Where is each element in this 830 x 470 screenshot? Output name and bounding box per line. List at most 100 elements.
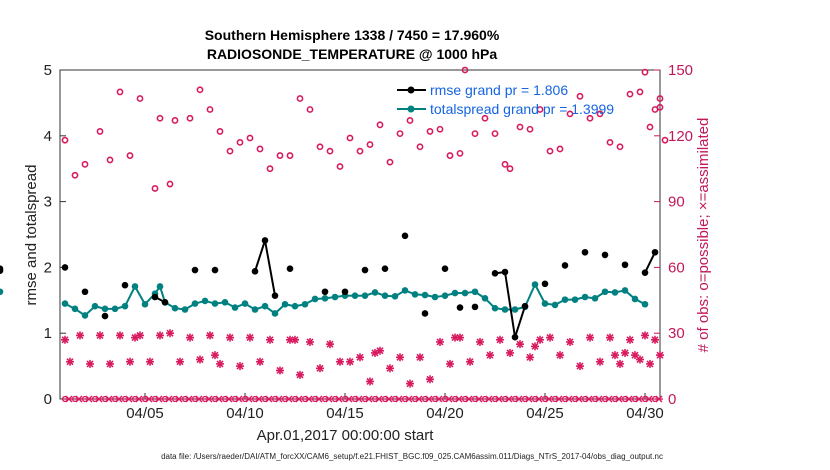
- obs-possible-point: [226, 147, 234, 155]
- obs-zero-point: [601, 395, 613, 403]
- obs-zero-point: [551, 395, 563, 403]
- obs-zero-point: [221, 395, 233, 403]
- spread-point: [501, 306, 509, 313]
- obs-zero-point: [171, 395, 183, 403]
- obs-zero-point: [261, 395, 273, 403]
- obs-zero-point: [271, 395, 283, 403]
- rmse-point: [381, 265, 389, 273]
- obs-zero-point: [651, 395, 663, 403]
- obs-possible-point: [356, 147, 364, 155]
- obs-possible-point: [491, 130, 499, 138]
- obs-possible-point: [306, 106, 314, 113]
- rmse-point: [101, 312, 109, 320]
- obs-zero-point: [311, 395, 323, 403]
- obs-assimilated-point: [146, 357, 154, 366]
- obs-assimilated-point: [606, 333, 614, 342]
- obs-zero-point: [71, 395, 83, 403]
- x-tick-label: 04/20: [426, 405, 464, 422]
- obs-assimilated-point: [306, 337, 314, 346]
- obs-assimilated-point: [371, 348, 379, 357]
- y2-tick-label: 150: [668, 62, 693, 79]
- obs-zero-point: [351, 395, 363, 403]
- y2-axis-label: # of obs: o=possible; ×=assimilated: [695, 118, 712, 353]
- obs-assimilated-point: [366, 377, 374, 386]
- rmse-point: [286, 265, 294, 273]
- obs-zero-point: [281, 395, 293, 403]
- x-axis-label: Apr.01,2017 00:00:00 start: [257, 427, 435, 444]
- chart-title-line1: Southern Hemisphere 1338 / 7450 = 17.960…: [205, 27, 500, 43]
- obs-zero-point: [341, 395, 353, 403]
- obs-zero-point: [251, 395, 263, 403]
- obs-possible-point: [426, 128, 434, 135]
- obs-possible-point: [71, 171, 79, 179]
- spread-point: [361, 292, 369, 299]
- obs-assimilated-point: [531, 342, 539, 351]
- y-tick-label: 0: [44, 391, 52, 408]
- spread-point: [121, 302, 129, 310]
- obs-possible-point: [156, 114, 164, 122]
- rmse-point: [211, 266, 219, 274]
- rmse-point: [0, 265, 4, 273]
- spread-point: [621, 287, 629, 294]
- obs-zero-point: [451, 395, 463, 403]
- spread-point: [391, 293, 399, 300]
- obs-assimilated-point: [641, 331, 649, 340]
- spread-point: [191, 300, 199, 307]
- obs-possible-point: [506, 165, 514, 173]
- spread-point: [251, 306, 259, 313]
- obs-assimilated-point: [451, 333, 459, 342]
- legend-rmse-label: rmse grand pr = 1.806: [430, 82, 568, 98]
- spread-point: [201, 297, 209, 305]
- spread-point: [101, 305, 109, 313]
- obs-zero-point: [191, 395, 203, 403]
- obs-zero-point: [521, 395, 533, 403]
- obs-assimilated-point: [156, 331, 164, 340]
- obs-assimilated-point: [426, 375, 434, 384]
- obs-zero-point: [61, 395, 73, 403]
- obs-possible-point: [171, 117, 179, 124]
- x-tick-label: 04/30: [626, 405, 664, 422]
- obs-assimilated-point: [631, 351, 639, 360]
- rmse-point: [121, 281, 129, 289]
- spread-point: [281, 300, 289, 308]
- obs-possible-point: [206, 106, 214, 113]
- obs-possible-point: [646, 123, 654, 131]
- obs-zero-point: [431, 395, 443, 403]
- rmse-point: [261, 237, 269, 244]
- y-tick-label: 1: [44, 325, 52, 342]
- obs-assimilated-point: [611, 351, 619, 360]
- obs-assimilated-point: [596, 357, 604, 366]
- spread-point: [331, 293, 339, 301]
- rmse-point: [471, 303, 479, 311]
- obs-zero-point: [161, 395, 173, 403]
- obs-possible-point: [416, 143, 424, 151]
- chart-title-line2: RADIOSONDE_TEMPERATURE @ 1000 hPa: [207, 46, 498, 62]
- obs-zero-point: [181, 395, 193, 403]
- obs-assimilated-point: [316, 364, 324, 373]
- obs-possible-point: [656, 103, 664, 111]
- obs-assimilated-point: [476, 337, 484, 346]
- obs-zero-point: [151, 395, 163, 403]
- rmse-point: [501, 268, 509, 276]
- obs-assimilated-point: [656, 351, 664, 360]
- obs-zero-point: [241, 395, 253, 403]
- spread-segment: [524, 284, 536, 308]
- obs-assimilated-point: [616, 359, 624, 368]
- obs-assimilated-point: [506, 348, 514, 357]
- obs-assimilated-point: [406, 379, 414, 388]
- obs-zero-point: [91, 395, 103, 403]
- obs-zero-point: [371, 395, 383, 403]
- obs-possible-point: [96, 128, 104, 135]
- rmse-point: [321, 288, 329, 296]
- rmse-point: [601, 251, 609, 259]
- obs-zero-point: [641, 395, 653, 403]
- obs-zero-point: [591, 395, 603, 403]
- obs-possible-point: [526, 125, 534, 133]
- spread-point: [311, 295, 319, 303]
- y-axis-label: rmse and totalspread: [23, 165, 40, 306]
- obs-assimilated-point: [296, 370, 304, 379]
- obs-assimilated-point: [416, 353, 424, 362]
- spread-segment: [534, 284, 546, 305]
- rmse-point: [151, 293, 159, 301]
